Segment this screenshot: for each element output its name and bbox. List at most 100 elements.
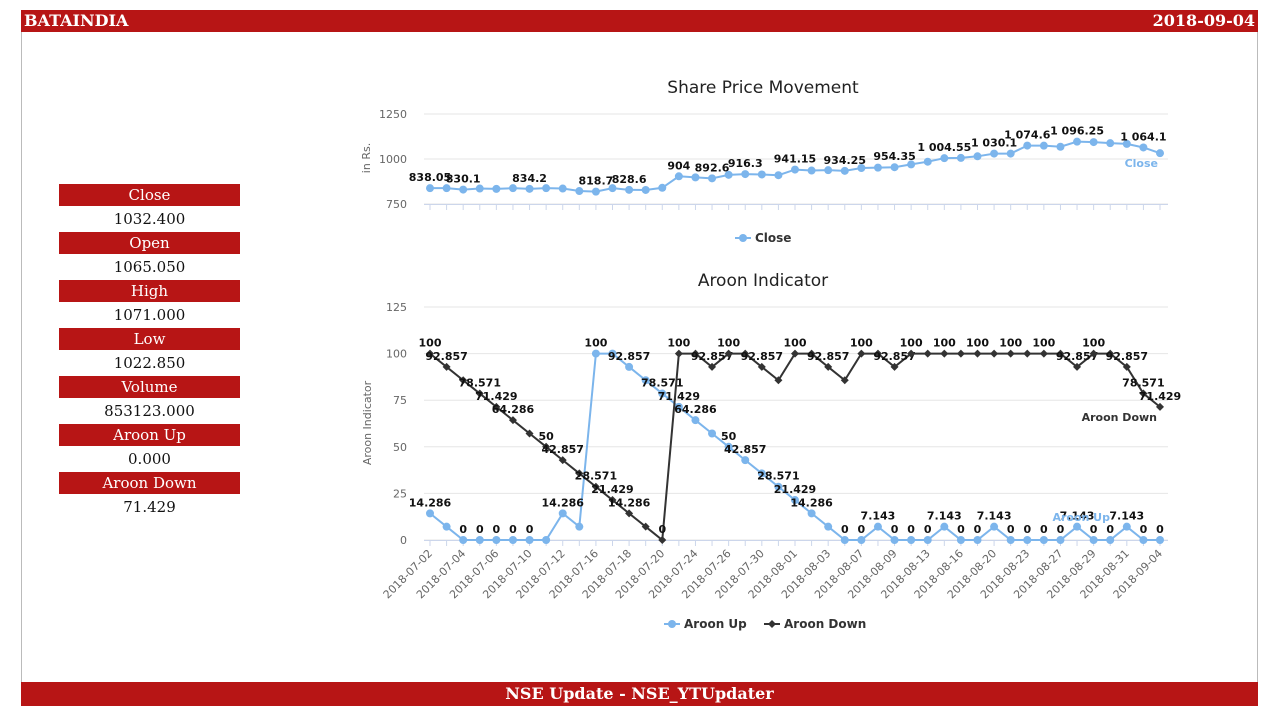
chart1-close-point	[426, 184, 434, 193]
chart1-y-tick-label: 750	[386, 198, 407, 211]
chart2-aroon-down-data-label: 71.429	[1139, 390, 1181, 403]
chart2-aroon-down-point	[807, 349, 816, 358]
chart2-legend-aroon-down-label: Aroon Down	[784, 617, 866, 631]
chart1-close-point	[625, 185, 634, 194]
chart2-aroon-up-data-label: 7.143	[861, 510, 896, 523]
chart2-aroon-up-data-label: 71.429	[658, 390, 700, 403]
chart2-aroon-down-point	[1073, 362, 1082, 371]
chart1-close-point	[724, 170, 733, 179]
chart2-aroon-up-data-label: 42.857	[724, 443, 766, 456]
stat-label-close: Close	[59, 184, 240, 206]
chart2-aroon-up-point	[873, 522, 882, 531]
chart2-aroon-down-data-label: 50	[538, 430, 554, 443]
chart2-aroon-down-data-label: 100	[999, 337, 1022, 350]
chart2-aroon-up-data-label: 0	[1156, 523, 1164, 536]
chart2-aroon-up-data-label: 7.143	[927, 510, 962, 523]
chart2-aroon-down-point	[857, 349, 866, 358]
chart1-close-point	[940, 154, 949, 163]
chart2-aroon-up-point	[641, 376, 650, 385]
stats-panel: Close 1032.400 Open 1065.050 High 1071.0…	[59, 184, 240, 520]
stock-symbol: BATAINDIA	[24, 11, 129, 30]
chart2-aroon-down-point	[940, 349, 949, 358]
chart2-aroon-down-data-label: 92.857	[1056, 350, 1098, 363]
chart2-aroon-down-point	[674, 349, 683, 358]
chart2-aroon-down-point	[542, 442, 551, 451]
chart2-aroon-down-data-label: 92.857	[873, 350, 915, 363]
chart1-close-point	[1156, 149, 1164, 158]
chart2-aroon-down-data-label: 100	[966, 337, 989, 350]
chart2-aroon-up-point	[1156, 536, 1164, 544]
chart2-aroon-down-point	[990, 349, 999, 358]
chart1-legend-close-label: Close	[755, 231, 791, 245]
chart2-aroon-down-point	[1006, 349, 1015, 358]
chart2-aroon-up-data-label: 100	[584, 337, 607, 350]
chart2-aroon-down-point	[426, 349, 434, 358]
chart2-aroon-up-point	[990, 522, 999, 531]
chart1-close-point	[459, 185, 468, 194]
chart2-aroon-down-data-label: 100	[717, 337, 740, 350]
chart2-aroon-up-point	[658, 389, 667, 398]
chart2-aroon-down-point	[741, 349, 750, 358]
chart2-aroon-up-point	[1023, 536, 1032, 544]
chart2-aroon-down-data-label: 100	[667, 337, 690, 350]
chart1-close-data-label: 954.35	[873, 150, 915, 163]
chart1-close-data-label: 830.1	[446, 173, 481, 186]
chart1-close-data-label: 1 064.1	[1120, 130, 1166, 143]
chart2-aroon-down-data-label: 71.429	[475, 390, 517, 403]
chart2-aroon-up-point	[625, 362, 634, 371]
chart2-aroon-down-data-label: 92.857	[691, 350, 733, 363]
footer-bar: NSE Update - NSE_YTUpdater	[21, 682, 1258, 706]
chart1-close-point	[857, 164, 866, 172]
chart1-close-data-label: 916.3	[728, 157, 763, 170]
chart2-aroon-down-point	[708, 362, 717, 371]
chart1-close-point	[923, 157, 932, 166]
chart2-aroon-up-data-label: 0	[1106, 523, 1114, 536]
chart2-aroon-up-data-label: 0	[974, 523, 982, 536]
chart2-aroon-down-data-label: 100	[1082, 337, 1105, 350]
stat-value-aroon-up: 0.000	[128, 450, 171, 468]
chart1-close-point	[741, 170, 750, 179]
chart2-aroon-down-point	[641, 522, 650, 531]
chart2-aroon-down-point	[492, 402, 501, 411]
chart2-aroon-up-point	[691, 416, 700, 425]
chart2-aroon-down-data-label: 100	[784, 337, 807, 350]
chart2-aroon-up-point	[791, 496, 799, 505]
chart1-close-point	[492, 184, 501, 193]
chart2-aroon-up-data-label: 14.286	[409, 496, 452, 509]
chart1-close-point	[475, 184, 484, 193]
chart1-y-tick-label: 1000	[379, 153, 407, 166]
chart1-close-point	[807, 166, 816, 175]
chart2-y-tick-label: 125	[386, 301, 407, 314]
chart1-close-data-label: 828.6	[612, 173, 647, 186]
chart1-close-point	[658, 183, 667, 192]
chart2-aroon-up-point	[459, 536, 468, 544]
chart1-close-data-label: 838.05	[409, 171, 451, 184]
chart2-aroon-up-point	[741, 456, 750, 465]
chart1-close-end-label: Close	[1125, 157, 1158, 170]
chart2-aroon-up-data-label: 0	[891, 523, 899, 536]
chart2-aroon-up-data-label: 28.571	[757, 470, 799, 483]
chart2-aroon-down-point	[1139, 389, 1148, 398]
chart2-aroon-up-data-label: 0	[1057, 523, 1065, 536]
chart2-aroon-up-data-label: 0	[858, 523, 866, 536]
chart2-legend-aroon-up-label: Aroon Up	[684, 617, 747, 631]
chart1-close-point	[1122, 139, 1131, 148]
chart2-aroon-up-point	[608, 349, 617, 358]
chart2-legend-aroon-up-marker	[668, 620, 676, 628]
chart2-aroon-up-point	[442, 522, 451, 531]
chart1-y-tick-label: 1250	[379, 108, 407, 121]
chart2-aroon-down-point	[459, 376, 468, 385]
chart2-aroon-down-point	[956, 349, 965, 358]
chart2-aroon-down-point	[973, 349, 982, 358]
chart2-aroon-down-point	[1039, 349, 1048, 358]
chart2-aroon-down-point	[475, 389, 484, 398]
chart2-aroon-down-point	[1056, 349, 1065, 358]
chart2-aroon-up-data-label: 0	[924, 523, 932, 536]
chart1-close-data-label: 941.15	[774, 153, 816, 166]
chart2-aroon-down-data-label: 78.571	[459, 377, 501, 390]
chart2-aroon-down-point	[508, 416, 517, 425]
chart2-aroon-down-data-label: 100	[900, 337, 923, 350]
chart2-aroon-down-data-label: 100	[419, 337, 442, 350]
chart2-aroon-up-data-label: 0	[459, 523, 467, 536]
